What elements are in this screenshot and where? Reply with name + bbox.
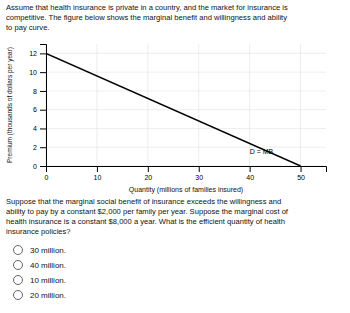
subtitle-line: health insurance is a constant $8,000 a …: [6, 217, 285, 226]
title: Assume that health insurance is private …: [6, 3, 288, 32]
y-axis-tick: 4: [33, 125, 46, 132]
x-axis-tick: 50: [297, 166, 305, 181]
x-axis: 0 10 20 30 40 50: [45, 166, 327, 181]
y-axis-tick: 8: [33, 88, 46, 95]
y-axis-tick-label: 0: [33, 163, 37, 170]
line: [46, 53, 301, 166]
plot-marks: [46, 53, 301, 166]
y-axis-line: [40, 45, 47, 167]
y-axis-tick: 12: [29, 50, 46, 57]
x-axis-tick: 20: [144, 166, 152, 181]
annotation: D = MB: [250, 148, 274, 155]
title-line: competitive. The figure below shows the …: [6, 13, 287, 22]
y-axis-tick: 6: [33, 106, 46, 113]
y-axis-tick-label: 12: [29, 50, 37, 57]
x-axis-tick: 40: [246, 166, 254, 181]
radio-button: [14, 291, 23, 300]
title-line: Assume that health insurance is private …: [6, 3, 288, 12]
answer-option: 20 million.: [30, 291, 66, 300]
y-axis-tick: 2: [33, 144, 46, 151]
title-line: to pay curve.: [6, 23, 49, 32]
x-axis-tick-mark: [148, 166, 149, 172]
chart-root: Assume that health insurance is private …: [0, 0, 350, 313]
y-axis-tick-label: 6: [33, 106, 37, 113]
x-axis-tick-label: 0: [45, 174, 49, 181]
grid-line-x: [300, 44, 301, 166]
subtitle: Suppose that the marginal social benefit…: [6, 197, 289, 236]
radio-button: [14, 276, 23, 285]
radio-button: [14, 261, 23, 270]
subtitle-line: ability to pay by a constant $2,000 per …: [6, 207, 289, 216]
y-axis-tick-mark: [40, 91, 46, 92]
grid-line-x: [147, 44, 148, 166]
y-axis-tick-mark: [40, 147, 46, 148]
x-axis-tick-label: 10: [94, 174, 102, 181]
y-axis-tick-label: 4: [33, 125, 37, 132]
x-axis-tick-label: 50: [297, 174, 305, 181]
x-axis-tick-label: 40: [246, 174, 254, 181]
answer-option: 10 million.: [30, 276, 66, 285]
y-axis-tick: 10: [29, 69, 46, 76]
grid-line-y: [46, 90, 326, 91]
x-axis-tick: 0: [45, 166, 49, 181]
x-axis-label: Quantity (millions of families insured): [129, 186, 243, 194]
y-axis-tick: 0: [33, 163, 46, 170]
y-axis-tick-mark: [40, 72, 46, 73]
grid-line-y: [46, 109, 326, 110]
radio-button: [14, 246, 23, 255]
y-axis-tick-mark: [40, 166, 46, 167]
y-axis-label: Premium (thousands of dollars per year): [6, 47, 14, 163]
y-axis-tick-label: 10: [29, 69, 37, 76]
y-axis: 0 2 4 6 8 10 12: [29, 45, 46, 170]
grid: [46, 44, 326, 166]
grid-line-y: [46, 128, 326, 129]
x-axis-tick-label: 30: [195, 174, 203, 181]
y-axis-tick-mark: [40, 128, 46, 129]
grid-line-x: [198, 44, 199, 166]
y-axis-tick-mark: [40, 110, 46, 111]
y-axis-tick-mark: [40, 53, 46, 54]
grid-line-y: [46, 147, 326, 148]
grid-line-y: [46, 53, 326, 54]
x-axis-tick-mark: [97, 166, 98, 172]
y-axis-tick-label: 8: [33, 88, 37, 95]
x-axis-tick: 30: [195, 166, 203, 181]
x-axis-tick-label: 20: [144, 174, 152, 181]
x-axis-tick-mark: [250, 166, 251, 172]
answer-option: 30 million.: [30, 246, 66, 255]
subtitle-line: Suppose that the marginal social benefit…: [6, 197, 281, 206]
x-axis-tick-mark: [301, 166, 302, 172]
x-axis-tick: 10: [94, 166, 102, 181]
x-axis-tick-mark: [199, 166, 200, 172]
grid-line-x: [96, 44, 97, 166]
x-axis-line: [47, 167, 327, 173]
subtitle-line: insurance policies?: [6, 227, 71, 236]
answer-option: 40 million.: [30, 261, 66, 270]
y-axis-tick-label: 2: [33, 144, 37, 151]
